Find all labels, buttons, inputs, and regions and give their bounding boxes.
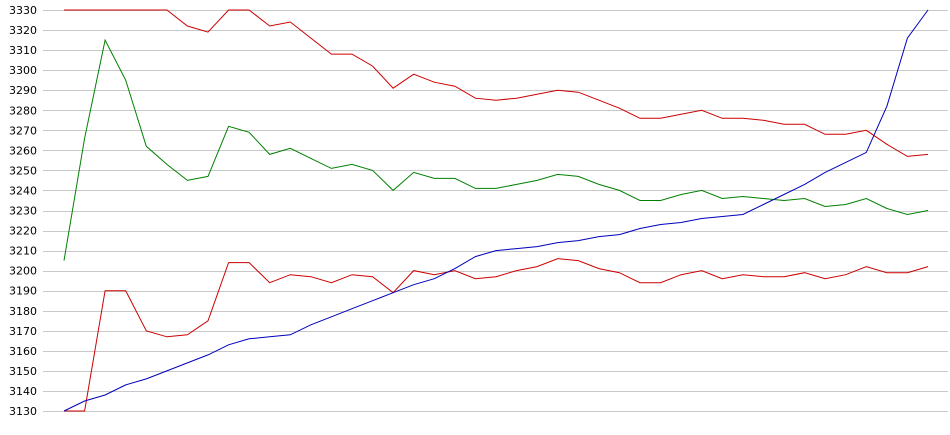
y-tick-label: 3210 xyxy=(9,245,37,258)
y-tick-label: 3300 xyxy=(9,64,37,77)
horizontal-gridlines xyxy=(43,10,948,412)
y-tick-label: 3140 xyxy=(9,385,37,398)
y-tick-label: 3180 xyxy=(9,305,37,318)
y-tick-label: 3170 xyxy=(9,325,37,338)
y-tick-label: 3190 xyxy=(9,285,37,298)
series-line-3 xyxy=(64,258,929,412)
y-tick-label: 3260 xyxy=(9,144,37,157)
y-tick-label: 3320 xyxy=(9,24,37,37)
series-line-2 xyxy=(63,38,929,261)
y-tick-label: 3280 xyxy=(9,104,37,117)
y-tick-label: 3130 xyxy=(9,405,37,418)
y-tick-label: 3310 xyxy=(9,44,37,57)
series-lines xyxy=(63,9,929,412)
y-axis-tick-labels: 3130 3140 3150 3160 3170 3180 3190 3200 3210 3220… xyxy=(9,4,37,418)
y-tick-label: 3220 xyxy=(9,225,37,238)
y-tick-label: 3160 xyxy=(9,345,37,358)
series-line-4 xyxy=(63,9,929,412)
y-tick-label: 3290 xyxy=(9,84,37,97)
y-tick-label: 3250 xyxy=(9,164,37,177)
series-line-1 xyxy=(64,9,929,157)
y-tick-label: 3270 xyxy=(9,124,37,137)
y-tick-label: 3230 xyxy=(9,205,37,218)
y-tick-label: 3240 xyxy=(9,184,37,197)
y-tick-label: 3150 xyxy=(9,365,37,378)
y-tick-label: 3330 xyxy=(9,4,37,17)
y-tick-label: 3200 xyxy=(9,265,37,278)
